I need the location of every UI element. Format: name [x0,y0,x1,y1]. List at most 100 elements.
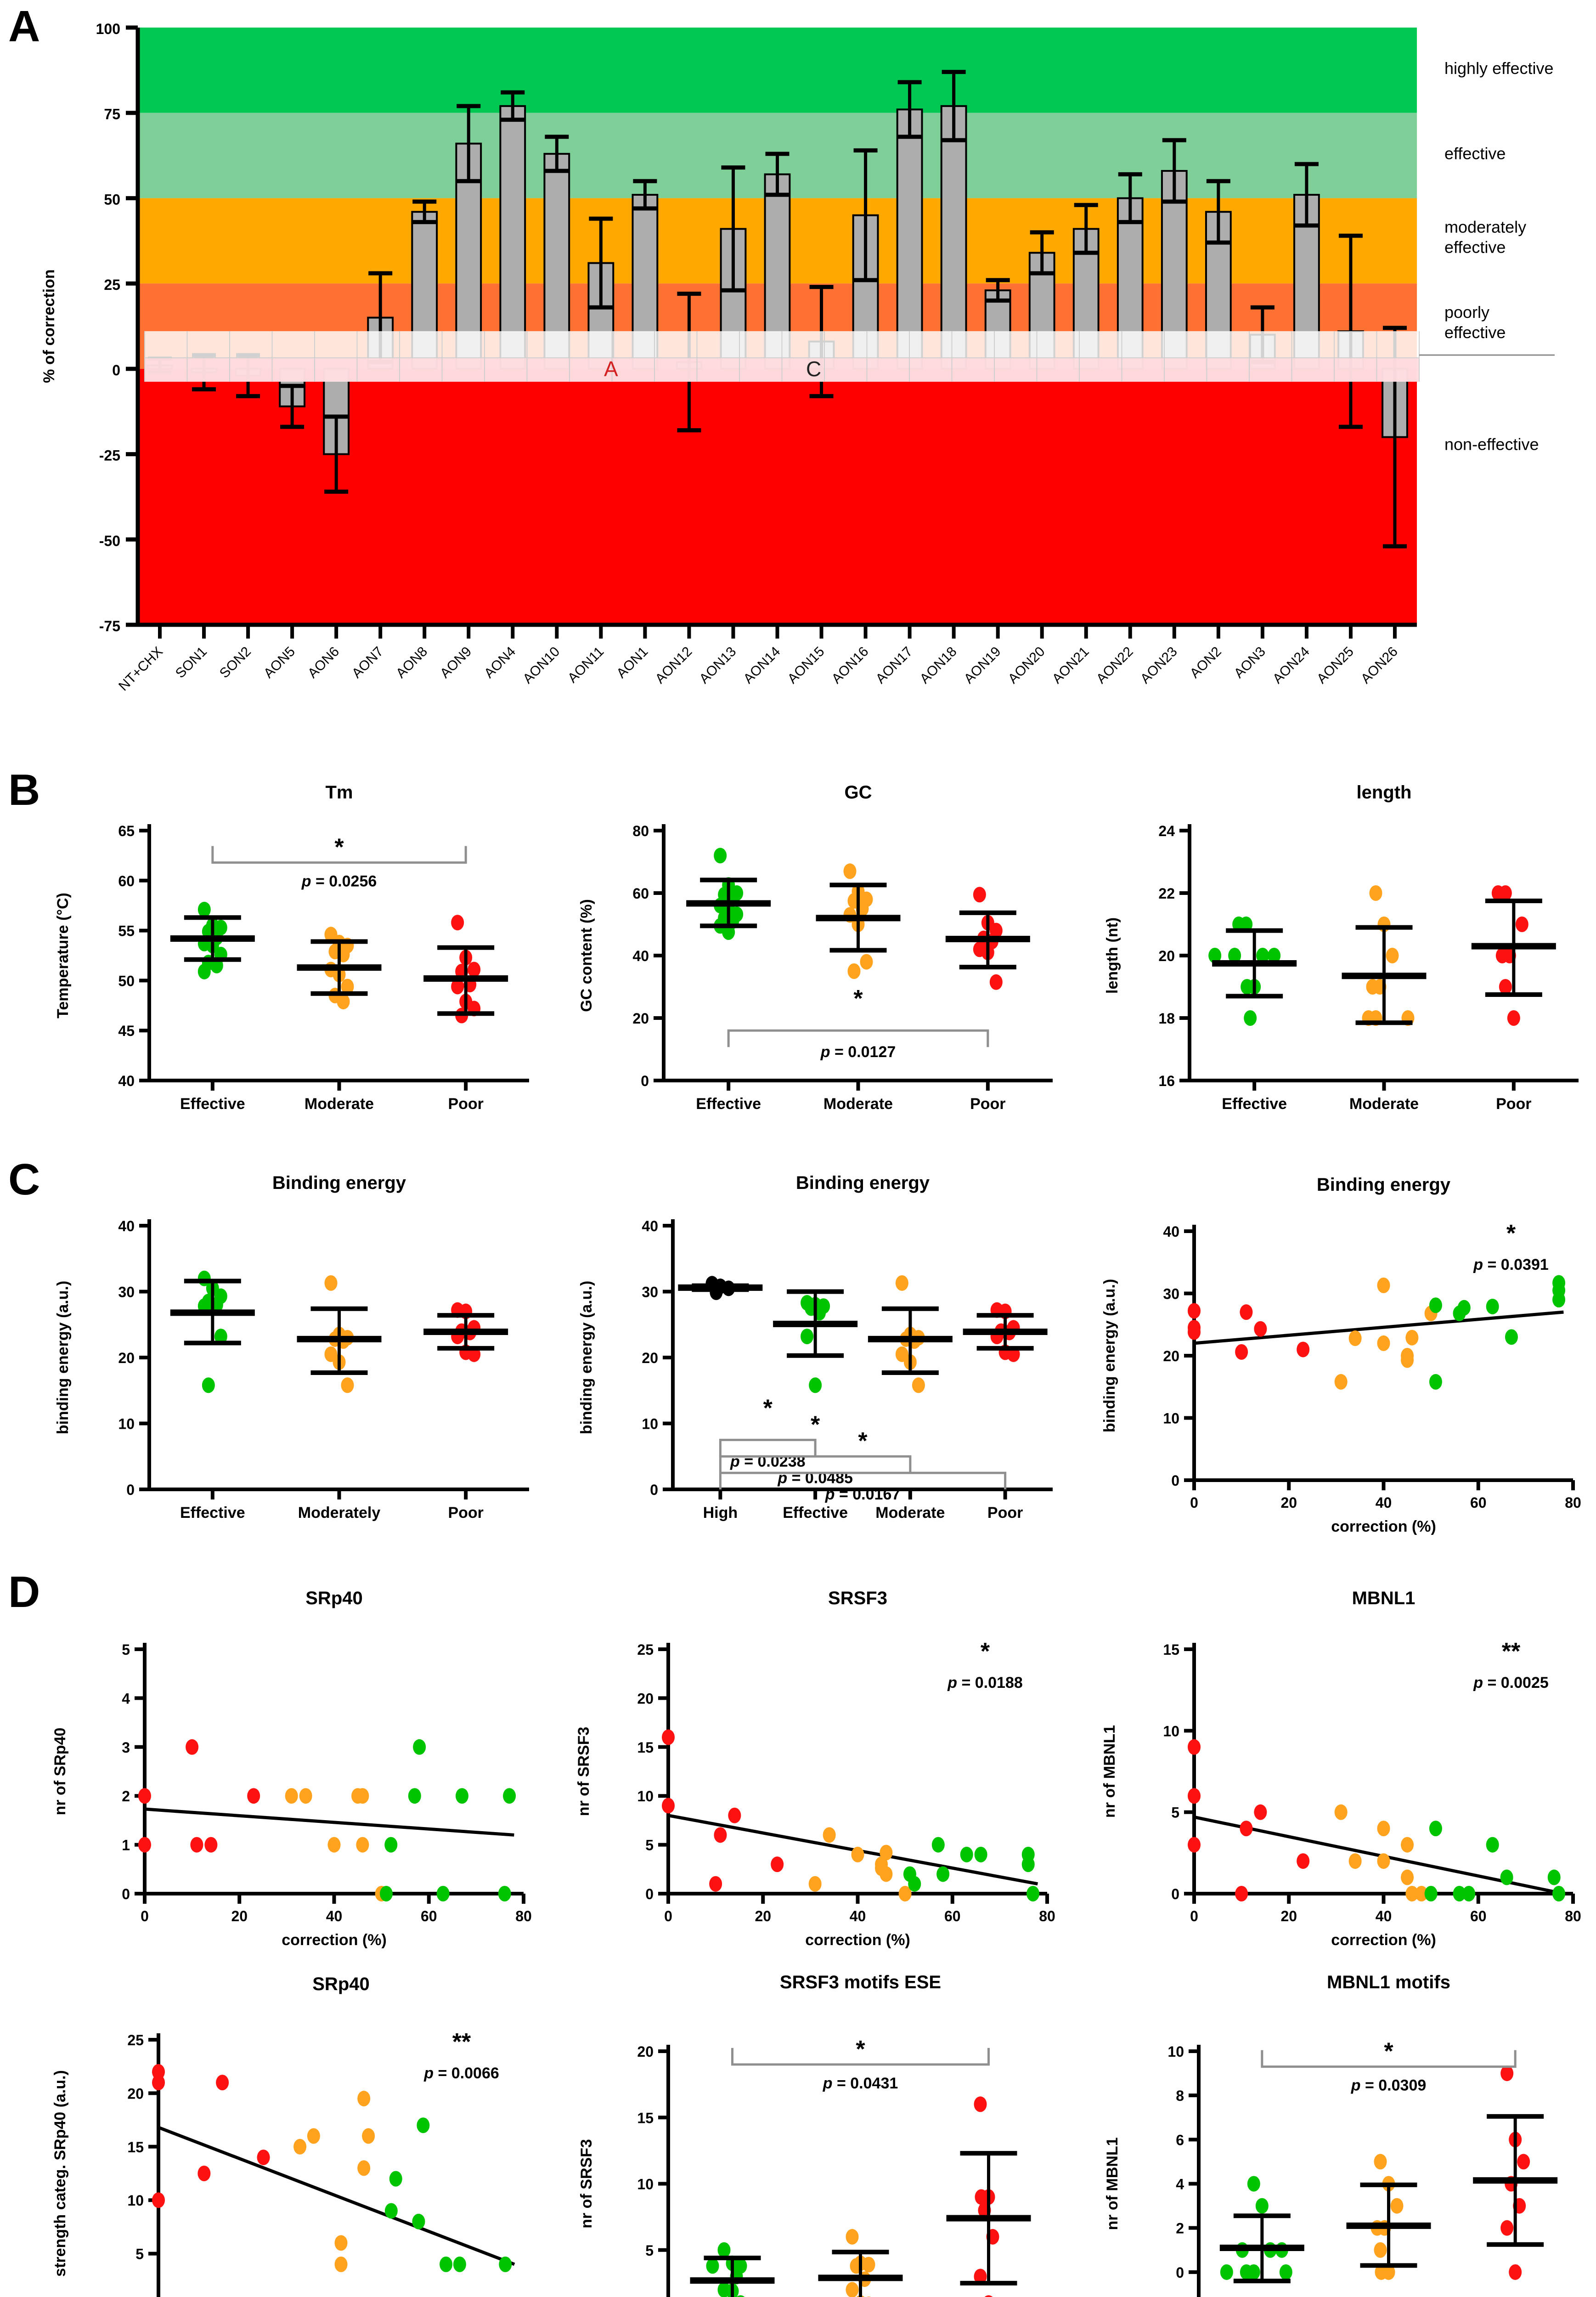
y-ticklabel-3: 3 [122,1739,130,1756]
data-point [1247,2176,1260,2192]
chart-title: SRp40 [305,1588,363,1608]
x-ticklabel-7: AON9 [437,644,474,681]
chart-title: length [1357,782,1412,803]
data-point [1374,2154,1387,2170]
data-point [455,1788,468,1804]
sig-pvalue: p = 0.0188 [947,1674,1023,1692]
x-ticklabel-23: AON23 [1138,644,1180,687]
x-ticklabel-22: AON22 [1094,644,1136,687]
sig-pvalue-italic: p [1473,1256,1483,1273]
x-ticklabel-12: AON12 [652,644,695,687]
y-ticklabel-18: 18 [1158,1010,1175,1027]
y-ticklabel-15: 15 [637,1739,654,1756]
data-point [357,2091,371,2107]
panel-c-be3-svg: Binding energy 0 10 20 30 40 0 20 40 60 80 binding … [1101,1175,1581,1535]
x-ticklabel-40: 40 [850,1908,866,1924]
chart-title: GC [845,782,872,803]
panel-c-chart-be3: Binding energy 0 10 20 30 40 0 20 40 60 80 binding … [1091,1167,1587,1535]
data-point [1405,1330,1419,1346]
zone-label-3: poorly [1444,303,1489,322]
chart-title: Binding energy [272,1173,406,1193]
y-ticklabel-10: 10 [1163,1410,1179,1427]
data-point [974,1846,987,1862]
x-ticklabel-1: Moderate [823,1095,893,1113]
sig-pvalue: p = 0.0391 [1473,1256,1549,1273]
y-ticklabel-20: 20 [637,2043,654,2060]
data-point [1374,2242,1387,2258]
data-point [1232,917,1246,932]
data-point [847,963,861,979]
panel-c-be2-svg: Binding energy 0 10 20 30 40 binding energy (a… [578,1173,1053,1522]
sig-bracket-2 [719,1471,1007,1490]
panel-c-chart-be1: Binding energy 0 10 20 30 40 binding energy (a… [41,1167,537,1534]
data-point [880,1844,893,1861]
data-point [285,1788,298,1804]
x-ticklabel-0: Effective [1222,1095,1287,1113]
data-point [204,1837,218,1853]
y-axis-label: binding energy (a.u.) [54,1281,72,1434]
data-point [197,963,211,979]
y-ticklabel-1: 1 [122,1837,130,1854]
data-point [451,915,464,931]
data-point [413,1739,426,1755]
y-ticklabel-55: 55 [118,923,135,939]
x-ticklabel-0: 0 [141,1908,149,1924]
y-ticklabel-5: 5 [645,2242,654,2259]
x-ticklabel-60: 60 [1470,1494,1487,1511]
data-point [1334,1804,1348,1820]
x-ticklabel-1: Moderate [1349,1095,1419,1113]
panel-d-chart-srp40-strength: SRp400510152025020406080strength categ. … [41,1966,537,2297]
data-point [468,962,481,978]
data-point [728,1807,741,1823]
data-point [960,1846,973,1862]
x-axis-label: correction (%) [805,1931,910,1949]
data-point [1486,1837,1499,1853]
data-point [1279,2264,1292,2280]
data-point [299,1788,312,1804]
data-point [846,2282,859,2297]
x-ticklabel-1: Moderately [298,1504,381,1522]
panel-a-chart: highly effective effective moderately effec… [0,18,1596,744]
y-ticklabel-30: 30 [1163,1286,1179,1302]
data-point [1297,1341,1310,1358]
y-ticklabel-20: 20 [632,1010,649,1027]
data-point [293,2139,307,2155]
y-ticklabel-8: 8 [1176,2088,1184,2104]
sig-bracket-1 [719,1455,912,1473]
data-point [324,1275,338,1291]
data-point [1429,1374,1442,1390]
data-point [736,2295,745,2297]
data-point [1505,1329,1518,1345]
trendline [144,1807,514,1837]
y-ticklabel-20: 20 [127,2085,144,2102]
y-ticklabel-0: 0 [1176,2264,1184,2281]
data-point [1500,1869,1513,1885]
sig-pvalue-rest: = 0.0188 [957,1674,1023,1692]
x-ticklabel-21: AON21 [1049,644,1092,687]
x-ticklabel-27: AON25 [1314,644,1357,687]
panel-b-length-svg: length 16 18 20 22 24 length (nt) Effective Mode… [1104,782,1579,1113]
zone-label-1: effective [1444,144,1506,163]
sig-star-0: * [1384,2038,1393,2065]
data-point [1429,1821,1442,1837]
y-ticklabel-15: 15 [127,2139,144,2156]
data-point [880,1866,893,1882]
data-point [984,2295,993,2297]
y-ticklabel-25: 25 [637,1641,654,1658]
data-point [356,1788,369,1804]
data-point [1507,1010,1520,1026]
x-ticklabel-1: SON1 [173,644,210,681]
overlay-cell-c: C [806,357,821,381]
x-ticklabel-0: 0 [1190,1908,1198,1924]
x-ticklabel-13: AON13 [697,644,739,687]
data-point [1188,1837,1201,1853]
data-point [337,994,350,1010]
data-point [357,2160,371,2176]
x-ticklabel-2: Moderate [875,1504,945,1522]
data-point [138,1837,151,1853]
y-ticklabel-10: 10 [1163,1723,1179,1739]
sig-star-0: * [856,2036,865,2063]
data-point [341,1377,354,1393]
panel-d-chart-mbnl1-motifs: MBNL1 motifs-20246810nr of MBNL1Effectiv… [1091,1966,1587,2297]
sig-pvalue-0: p = 0.0127 [820,1043,896,1061]
